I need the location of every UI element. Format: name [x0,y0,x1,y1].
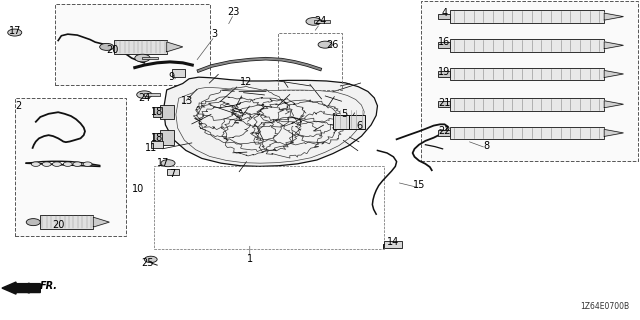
Bar [152,141,163,148]
Text: 9: 9 [169,72,175,82]
Text: 21: 21 [438,98,451,108]
Bar [438,43,450,48]
Bar [333,116,349,129]
FancyArrow shape [2,282,40,294]
Circle shape [42,162,51,166]
Text: 24: 24 [138,93,150,103]
Text: 17: 17 [157,157,170,168]
Bar [450,68,604,80]
Circle shape [145,256,157,263]
Text: 10: 10 [132,184,144,194]
Polygon shape [164,77,378,166]
Bar [153,108,162,117]
Text: 1Z64E0700B: 1Z64E0700B [580,302,630,311]
Text: 13: 13 [181,96,193,106]
Text: 11: 11 [145,143,157,153]
Polygon shape [93,217,109,227]
Bar [172,69,184,77]
Text: 1: 1 [246,254,253,264]
Bar [384,241,402,248]
Text: 7: 7 [169,169,175,179]
Bar [145,93,161,96]
FancyBboxPatch shape [55,4,210,85]
Bar [314,20,330,23]
Circle shape [135,54,150,62]
Polygon shape [604,129,623,136]
Circle shape [137,91,152,99]
FancyBboxPatch shape [421,1,638,161]
Text: 19: 19 [438,68,451,77]
Text: 20: 20 [106,45,118,55]
Text: 18: 18 [151,133,163,143]
Text: 16: 16 [438,37,451,47]
Text: 18: 18 [151,107,163,117]
Bar [114,40,167,54]
Bar [168,169,179,175]
Polygon shape [604,13,623,20]
Text: 20: 20 [52,220,65,230]
Polygon shape [604,70,623,77]
Text: 15: 15 [413,180,425,190]
Text: 5: 5 [341,109,348,119]
Circle shape [306,18,321,25]
Bar [438,130,450,136]
Polygon shape [604,42,623,49]
Text: 8: 8 [483,141,489,151]
Circle shape [318,41,332,48]
Bar [143,57,159,59]
Circle shape [100,44,114,50]
Circle shape [26,219,40,226]
Text: 26: 26 [326,40,339,50]
Circle shape [161,160,175,167]
Text: 25: 25 [141,258,154,268]
Bar [161,130,174,145]
Bar [438,71,450,77]
Circle shape [8,29,22,36]
Bar [450,10,604,23]
Bar [450,126,604,139]
Bar [438,14,450,20]
Circle shape [52,162,61,166]
Circle shape [31,162,40,166]
Bar [349,116,365,129]
Bar [153,133,162,142]
Bar [438,101,450,107]
Text: 4: 4 [442,8,447,19]
Text: 24: 24 [314,16,326,27]
Bar [450,39,604,52]
Bar [40,215,93,229]
Bar [161,105,174,119]
Circle shape [63,162,72,166]
Bar [450,98,604,111]
Circle shape [73,162,82,166]
Circle shape [83,162,92,166]
Polygon shape [604,101,623,108]
Polygon shape [167,42,182,52]
Text: 6: 6 [356,121,363,131]
Text: 2: 2 [15,101,22,111]
Text: 17: 17 [8,26,21,36]
Text: 14: 14 [387,237,399,247]
Text: FR.: FR. [40,281,58,291]
FancyBboxPatch shape [15,98,126,236]
Text: 3: 3 [212,29,218,39]
Text: 12: 12 [241,77,253,87]
Text: 22: 22 [438,126,451,136]
Text: 23: 23 [228,7,240,17]
